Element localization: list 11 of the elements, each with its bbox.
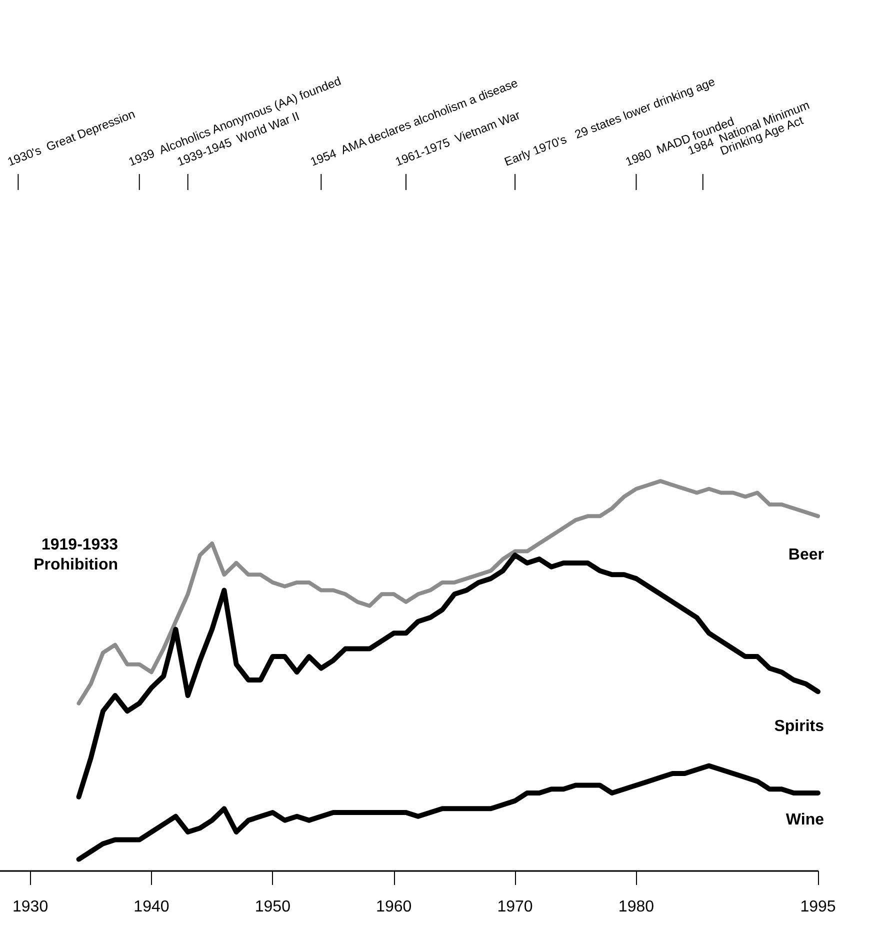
x-tick-label: 1995 [800, 898, 836, 916]
annotation: 1919-1933 Prohibition [34, 536, 118, 574]
series-label: Wine [786, 812, 824, 829]
x-tick-label: 1930 [12, 898, 48, 916]
series-label: Beer [788, 546, 824, 564]
x-tick-label: 1980 [618, 898, 654, 916]
x-tick-label: 1940 [134, 898, 170, 916]
series-label: Spirits [774, 718, 824, 736]
x-tick-label: 1960 [376, 898, 412, 916]
x-tick-label: 1970 [497, 898, 533, 916]
x-tick-label: 1950 [254, 898, 291, 916]
